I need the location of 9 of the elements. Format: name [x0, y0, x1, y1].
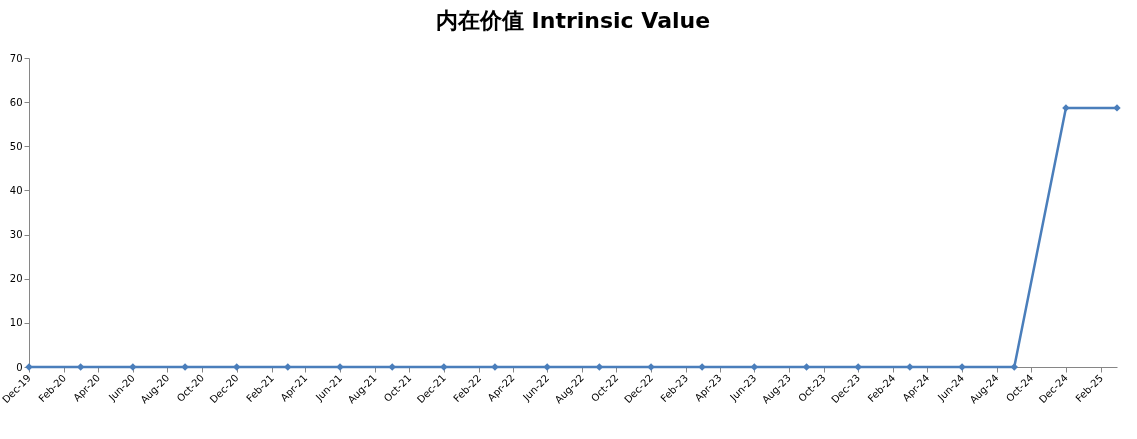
- chart-title: 内在价值 Intrinsic Value: [435, 8, 711, 33]
- y-tick-label: 20: [9, 273, 23, 285]
- y-tick-label: 30: [9, 229, 23, 241]
- y-tick-label: 10: [9, 317, 23, 329]
- y-tick-label: 50: [9, 140, 23, 152]
- y-tick-label: 0: [16, 361, 23, 373]
- y-tick-label: 60: [9, 96, 23, 108]
- y-tick-label: 70: [9, 52, 23, 64]
- y-tick-label: 40: [9, 184, 23, 196]
